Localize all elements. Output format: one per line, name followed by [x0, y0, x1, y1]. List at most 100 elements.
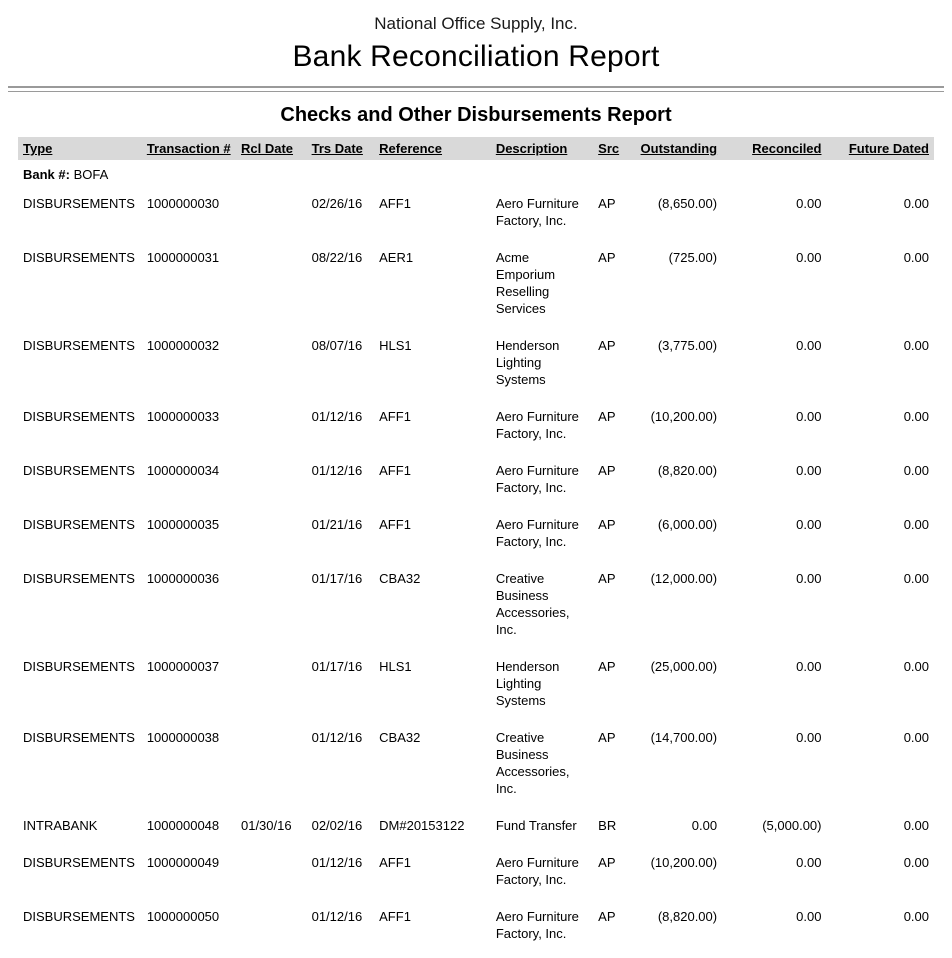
cell-description: Henderson Lighting Systems	[495, 659, 560, 708]
cell-src: AP	[598, 730, 616, 745]
cell-reference: AFF1	[379, 855, 411, 870]
cell-reference: HLS1	[379, 338, 412, 353]
cell-transaction: 1000000034	[146, 463, 220, 478]
cell-description: Acme Emporium Reselling Services	[495, 250, 556, 316]
cell-description: Aero Furniture Factory, Inc.	[495, 855, 579, 887]
table-row: DISBURSEMENTS 1000000030 02/26/16 AFF1 A…	[18, 191, 934, 245]
cell-future-dated: 0.00	[903, 909, 929, 924]
cell-future-dated: 0.00	[903, 338, 929, 353]
cell-trs-date: 01/12/16	[311, 463, 363, 478]
table-row: DISBURSEMENTS 1000000049 01/12/16 AFF1 A…	[18, 850, 934, 904]
cell-reference: AFF1	[379, 196, 411, 211]
cell-outstanding: (12,000.00)	[650, 571, 718, 586]
cell-reference: AFF1	[379, 409, 411, 424]
cell-src: AP	[598, 571, 616, 586]
cell-src: AP	[598, 659, 616, 674]
cell-description: Aero Furniture Factory, Inc.	[495, 409, 579, 441]
cell-future-dated: 0.00	[903, 463, 929, 478]
cell-rcl-date	[236, 512, 307, 566]
cell-description: Creative Business Accessories, Inc.	[495, 730, 570, 796]
column-header-type: Type	[18, 137, 142, 160]
cell-future-dated: 0.00	[903, 517, 929, 532]
cell-type: DISBURSEMENTS	[23, 909, 135, 924]
cell-trs-date: 02/02/16	[311, 818, 363, 833]
cell-trs-date: 01/17/16	[311, 571, 363, 586]
cell-type: DISBURSEMENTS	[23, 855, 135, 870]
cell-outstanding: (8,820.00)	[657, 463, 718, 478]
cell-reconciled: (5,000.00)	[762, 818, 822, 833]
cell-description: Aero Furniture Factory, Inc.	[495, 196, 579, 228]
cell-trs-date: 01/12/16	[311, 409, 363, 424]
cell-type: DISBURSEMENTS	[23, 517, 135, 532]
cell-src: AP	[598, 517, 616, 532]
table-row: DISBURSEMENTS 1000000033 01/12/16 AFF1 A…	[18, 404, 934, 458]
cell-reconciled: 0.00	[796, 409, 822, 424]
cell-future-dated: 0.00	[903, 571, 929, 586]
cell-future-dated: 0.00	[903, 818, 929, 833]
bank-number-value: BOFA	[73, 167, 109, 182]
cell-transaction: 1000000049	[146, 855, 220, 870]
cell-transaction: 1000000031	[146, 250, 220, 265]
cell-outstanding: (14,700.00)	[650, 730, 718, 745]
cell-future-dated: 0.00	[903, 196, 929, 211]
cell-outstanding: (725.00)	[668, 250, 718, 265]
cell-outstanding: (10,200.00)	[650, 409, 718, 424]
column-header-trs-date: Trs Date	[306, 137, 375, 160]
cell-rcl-date: 01/30/16	[240, 818, 292, 833]
cell-description: Fund Transfer	[495, 818, 577, 833]
cell-transaction: 1000000050	[146, 909, 220, 924]
cell-rcl-date	[236, 191, 307, 245]
cell-reference: AFF1	[379, 463, 411, 478]
cell-rcl-date	[236, 333, 307, 404]
cell-rcl-date	[236, 566, 307, 654]
cell-reference: CBA32	[379, 571, 421, 586]
cell-reference: CBA32	[379, 730, 421, 745]
cell-transaction: 1000000033	[146, 409, 220, 424]
cell-reconciled: 0.00	[796, 250, 822, 265]
table-row: DISBURSEMENTS 1000000038 01/12/16 CBA32 …	[18, 725, 934, 813]
table-header-row: Type Transaction # Rcl Date Trs Date Ref…	[18, 137, 934, 160]
cell-trs-date: 01/12/16	[311, 855, 363, 870]
cell-description: Aero Furniture Factory, Inc.	[495, 909, 579, 941]
cell-outstanding: (8,650.00)	[657, 196, 718, 211]
cell-src: BR	[598, 818, 617, 833]
cell-trs-date: 01/21/16	[311, 517, 363, 532]
cell-outstanding: (8,820.00)	[657, 909, 718, 924]
cell-reconciled: 0.00	[796, 909, 822, 924]
column-header-src: Src	[593, 137, 629, 160]
cell-future-dated: 0.00	[903, 855, 929, 870]
column-header-rcl-date: Rcl Date	[235, 137, 307, 160]
table-row: DISBURSEMENTS 1000000036 01/17/16 CBA32 …	[18, 566, 934, 654]
cell-transaction: 1000000032	[146, 338, 220, 353]
title-divider	[8, 86, 944, 92]
cell-outstanding: (3,775.00)	[657, 338, 718, 353]
cell-src: AP	[598, 463, 616, 478]
cell-reconciled: 0.00	[796, 338, 822, 353]
bank-number-label: Bank #:	[23, 167, 70, 182]
company-name: National Office Supply, Inc.	[374, 14, 578, 33]
table-row: DISBURSEMENTS 1000000034 01/12/16 AFF1 A…	[18, 458, 934, 512]
disbursements-table: Type Transaction # Rcl Date Trs Date Ref…	[18, 137, 934, 958]
cell-type: DISBURSEMENTS	[23, 730, 135, 745]
cell-trs-date: 01/12/16	[311, 730, 363, 745]
cell-src: AP	[598, 250, 616, 265]
cell-rcl-date	[236, 725, 307, 813]
cell-reconciled: 0.00	[796, 196, 822, 211]
section-title: Checks and Other Disbursements Report	[280, 104, 672, 126]
cell-rcl-date	[236, 850, 307, 904]
cell-rcl-date	[236, 654, 307, 725]
cell-src: AP	[598, 196, 616, 211]
bank-number-row: Bank #: BOFA	[18, 160, 934, 191]
cell-type: DISBURSEMENTS	[23, 409, 135, 424]
column-header-transaction: Transaction #	[141, 137, 236, 160]
cell-type: DISBURSEMENTS	[23, 196, 135, 211]
cell-outstanding: (25,000.00)	[650, 659, 718, 674]
cell-type: DISBURSEMENTS	[23, 659, 135, 674]
cell-reference: AFF1	[379, 909, 411, 924]
bank-number: Bank #: BOFA	[18, 160, 934, 191]
table-row: DISBURSEMENTS 1000000035 01/21/16 AFF1 A…	[18, 512, 934, 566]
cell-rcl-date	[236, 404, 307, 458]
cell-trs-date: 08/22/16	[311, 250, 363, 265]
cell-src: AP	[598, 909, 616, 924]
